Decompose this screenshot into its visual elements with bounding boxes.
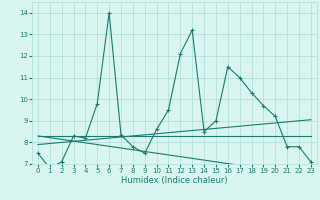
X-axis label: Humidex (Indice chaleur): Humidex (Indice chaleur) — [121, 176, 228, 185]
